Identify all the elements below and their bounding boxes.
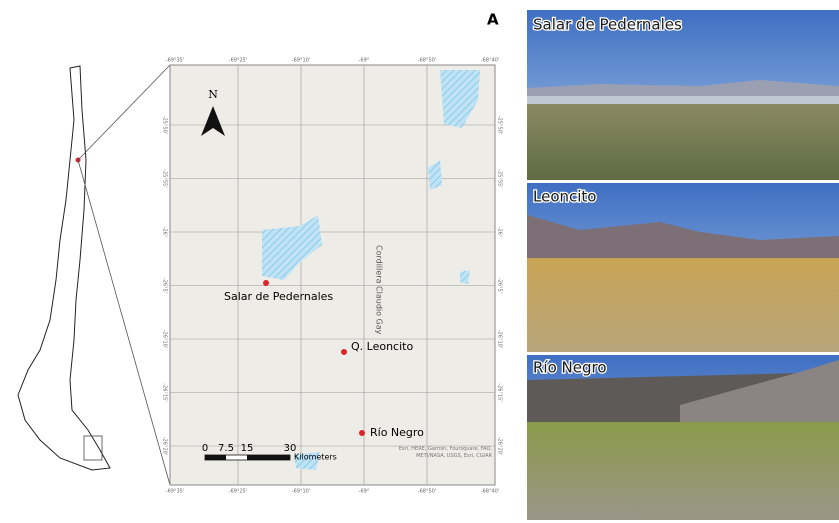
lon-label: -68°40' — [481, 489, 499, 495]
photo-label: Salar de Pedernales — [533, 16, 682, 34]
lon-label: -69°10' — [292, 58, 310, 64]
zoom-line — [78, 65, 170, 160]
photo: Salar de Pedernales — [527, 10, 839, 180]
lat-label: -25°50' — [497, 116, 503, 134]
panel-label: A — [487, 11, 499, 29]
lat-label: -26°5' — [162, 278, 168, 293]
lon-label: -69°35' — [166, 58, 184, 64]
lat-label: -26° — [497, 227, 503, 238]
site-dot — [263, 280, 269, 286]
lat-label: -26°20' — [497, 437, 503, 455]
lon-label: -69°25' — [229, 489, 247, 495]
lat-label: -25°55' — [162, 169, 168, 187]
lat-label: -25°55' — [497, 169, 503, 187]
site-label: Salar de Pedernales — [224, 290, 333, 303]
photo-label: Leoncito — [533, 188, 596, 206]
lon-label: -69°10' — [292, 489, 310, 495]
lat-label: -26°10' — [162, 330, 168, 348]
site-label: Río Negro — [370, 426, 424, 439]
lon-label: -69°35' — [166, 489, 184, 495]
north-label: N — [208, 88, 218, 101]
attribution: Esri, HERE, Garmin, Foursquare, FAO, MET… — [382, 446, 492, 459]
page: A N Cordillera Claudio Gay Salar de Pede… — [0, 0, 839, 523]
attribution-box: Esri, HERE, Garmin, Foursquare, FAO, MET… — [382, 446, 492, 468]
scale-label: 0 — [202, 443, 208, 454]
lon-label: -69° — [359, 58, 370, 64]
site-dot — [359, 430, 365, 436]
site-label: Q. Leoncito — [351, 340, 413, 353]
range-label: Cordillera Claudio Gay — [375, 245, 384, 335]
country-outline — [18, 66, 110, 470]
photo: Río Negro — [527, 355, 839, 520]
scale-bar — [205, 455, 226, 460]
photo: Leoncito — [527, 183, 839, 352]
scale-label: 15 — [241, 443, 254, 454]
lon-label: -69° — [359, 489, 370, 495]
figure: A N Cordillera Claudio Gay Salar de Pede… — [0, 0, 839, 523]
scale-unit: Kilometers — [294, 453, 337, 462]
lat-label: -26°10' — [497, 330, 503, 348]
site-dot — [341, 349, 347, 355]
lat-label: -25°50' — [162, 116, 168, 134]
scale-label: 7.5 — [218, 443, 234, 454]
lat-label: -26°15' — [497, 383, 503, 401]
scale-bar — [247, 455, 290, 460]
lon-label: -69°25' — [229, 58, 247, 64]
lat-label: -26° — [162, 227, 168, 238]
lon-label: -68°50' — [418, 58, 436, 64]
lat-label: -26°20' — [162, 437, 168, 455]
lon-label: -68°50' — [418, 489, 436, 495]
lat-label: -26°15' — [162, 383, 168, 401]
lon-label: -68°40' — [481, 58, 499, 64]
photo-label: Río Negro — [533, 359, 607, 377]
lat-label: -26°5' — [497, 278, 503, 293]
